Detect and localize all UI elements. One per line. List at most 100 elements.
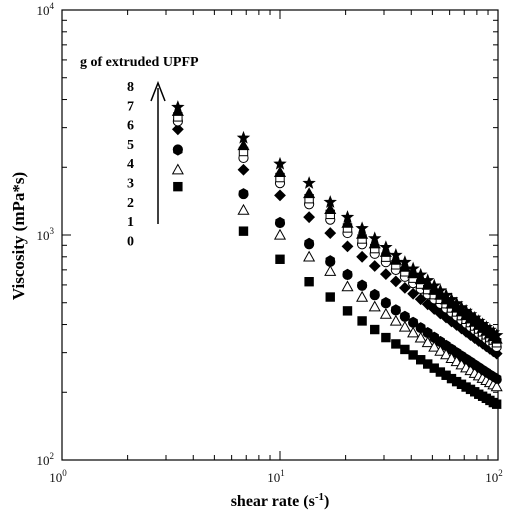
data-point xyxy=(237,139,250,151)
legend-labels: 8 7 6 5 4 3 2 1 0 xyxy=(127,80,134,249)
data-point xyxy=(413,267,428,281)
data-point xyxy=(370,324,380,335)
data-point xyxy=(356,227,369,239)
data-point xyxy=(368,300,381,312)
data-point xyxy=(391,339,401,349)
data-point xyxy=(324,265,337,276)
data-point xyxy=(273,156,287,170)
data-point xyxy=(304,237,314,249)
data-point xyxy=(342,268,353,280)
legend-label: 2 xyxy=(127,196,134,211)
data-point xyxy=(379,307,392,319)
data-point xyxy=(368,260,381,272)
x-tick-label: 101 xyxy=(267,468,285,485)
data-point xyxy=(492,373,502,384)
data-point xyxy=(342,306,353,316)
y-tick-label: 103 xyxy=(37,226,55,243)
legend-label: 1 xyxy=(127,215,134,230)
data-points xyxy=(171,100,504,409)
data-point xyxy=(434,344,447,356)
data-point xyxy=(407,326,420,338)
data-point xyxy=(324,227,337,239)
legend-label: 5 xyxy=(127,138,134,153)
series-filled-star xyxy=(171,100,504,342)
data-point xyxy=(171,100,185,113)
data-point xyxy=(490,380,503,392)
legend: g of extruded UPFP 8 7 6 5 4 3 2 1 0 xyxy=(80,55,199,249)
data-point xyxy=(400,310,410,322)
data-point xyxy=(173,181,183,192)
data-point xyxy=(428,340,441,352)
data-point xyxy=(341,280,354,292)
data-point xyxy=(391,304,401,315)
data-point xyxy=(421,336,434,348)
data-point xyxy=(398,255,412,268)
data-point xyxy=(491,399,502,409)
data-point xyxy=(237,163,250,176)
series-filled-square xyxy=(173,181,502,409)
data-point xyxy=(355,221,369,235)
data-point xyxy=(440,348,453,360)
legend-label: 8 xyxy=(127,80,134,95)
data-point xyxy=(341,216,354,228)
data-point xyxy=(238,226,249,236)
axis-ticks xyxy=(61,10,498,461)
data-point xyxy=(304,277,314,287)
x-tick-label: 102 xyxy=(485,468,503,485)
data-point xyxy=(323,195,337,208)
data-point xyxy=(427,278,441,292)
series-filled-triangle xyxy=(171,104,503,344)
y-tick-label: 104 xyxy=(37,1,55,18)
data-point xyxy=(325,292,335,302)
legend-label: 7 xyxy=(127,99,134,114)
data-point xyxy=(275,216,285,228)
data-point xyxy=(238,188,249,199)
data-point xyxy=(381,296,391,308)
data-point xyxy=(236,130,251,144)
data-point xyxy=(389,314,402,326)
data-point xyxy=(274,189,286,202)
data-point xyxy=(389,275,402,288)
data-point xyxy=(237,203,250,215)
data-point xyxy=(275,254,285,264)
legend-label: 0 xyxy=(127,234,134,249)
data-point xyxy=(381,332,391,343)
data-point xyxy=(489,328,504,342)
data-point xyxy=(324,203,337,215)
data-point xyxy=(356,250,369,263)
data-point xyxy=(370,288,380,300)
y-axis-title: Viscosity (mPa*s) xyxy=(9,172,28,300)
data-point xyxy=(379,240,393,253)
data-point xyxy=(302,176,316,189)
data-point xyxy=(171,163,184,175)
data-point xyxy=(303,187,316,199)
legend-title: g of extruded UPFP xyxy=(80,55,199,70)
data-point xyxy=(416,322,426,333)
data-point xyxy=(357,316,367,326)
data-point xyxy=(421,273,435,287)
data-point xyxy=(173,144,183,156)
legend-label: 6 xyxy=(127,119,134,134)
data-point xyxy=(273,228,287,240)
series-filled-hexagon xyxy=(173,144,502,384)
legend-arrow-head xyxy=(150,80,166,102)
y-tick-label: 102 xyxy=(37,451,55,468)
data-point xyxy=(389,248,403,261)
data-point xyxy=(325,255,335,266)
data-point xyxy=(303,211,316,224)
series-filled-diamond xyxy=(171,123,503,360)
data-point xyxy=(171,123,184,136)
legend-label: 4 xyxy=(127,157,134,172)
data-point xyxy=(408,350,418,360)
data-point xyxy=(408,316,418,328)
data-point xyxy=(341,240,354,253)
data-point xyxy=(340,210,355,223)
data-point xyxy=(356,290,369,302)
data-point xyxy=(303,250,316,262)
data-point xyxy=(357,279,367,291)
data-point xyxy=(398,281,411,294)
data-point xyxy=(400,344,410,355)
data-point xyxy=(398,320,411,332)
